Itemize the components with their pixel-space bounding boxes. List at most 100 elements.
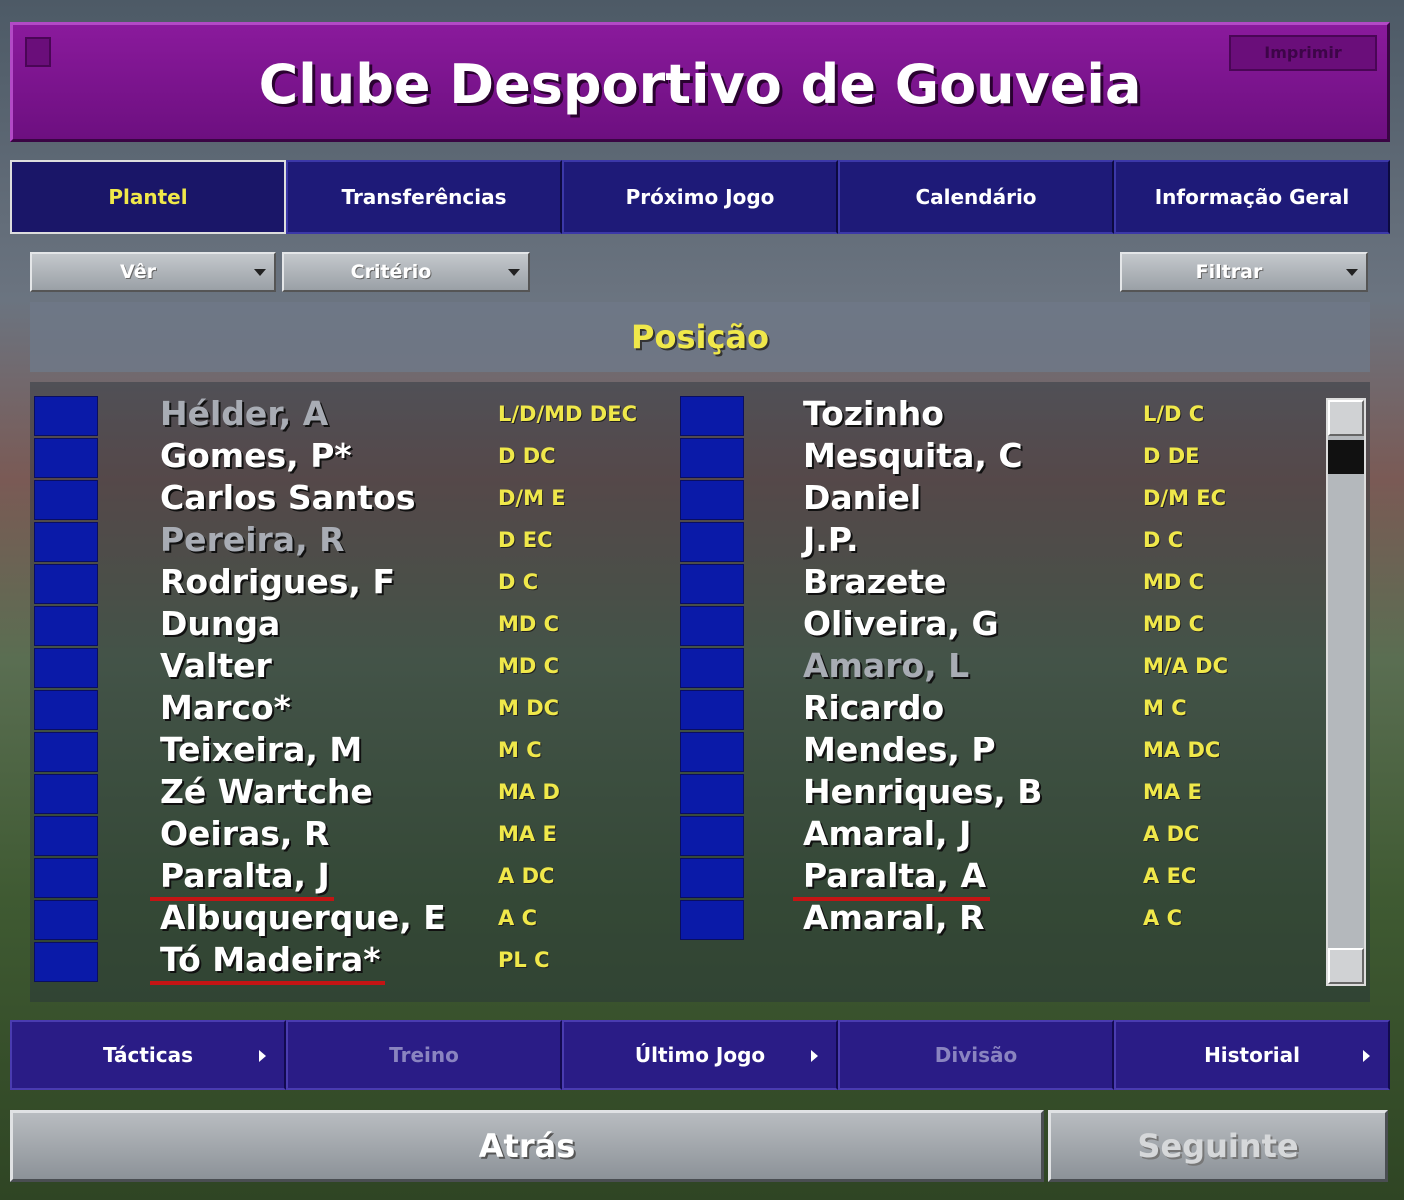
player-icon[interactable] — [680, 480, 744, 520]
player-position: MD C — [498, 612, 560, 636]
tab[interactable]: Transferências — [286, 160, 562, 234]
player-position: M C — [1143, 696, 1187, 720]
player-icon[interactable] — [680, 774, 744, 814]
player-icon[interactable] — [34, 606, 98, 646]
header-bar: Clube Desportivo de Gouveia Imprimir — [10, 22, 1390, 142]
player-name[interactable]: Tozinho — [803, 394, 944, 433]
player-position: D DE — [1143, 444, 1200, 468]
print-button[interactable]: Imprimir — [1229, 35, 1377, 71]
player-name[interactable]: Marco* — [160, 688, 291, 727]
player-position: MA E — [1143, 780, 1202, 804]
player-name[interactable]: Henriques, B — [803, 772, 1043, 811]
player-icon[interactable] — [34, 732, 98, 772]
player-name[interactable]: Pereira, R — [160, 520, 345, 559]
player-position: M DC — [498, 696, 560, 720]
bottom-tab[interactable]: Historial — [1114, 1020, 1390, 1090]
scroll-down[interactable] — [1328, 948, 1364, 984]
tab[interactable]: Calendário — [838, 160, 1114, 234]
player-position: D/M E — [498, 486, 566, 510]
player-position: MD C — [1143, 612, 1205, 636]
view-dropdown[interactable]: Vêr — [30, 252, 276, 292]
filter-dropdown[interactable]: Filtrar — [1120, 252, 1368, 292]
next-button[interactable]: Seguinte — [1048, 1110, 1388, 1182]
player-icon[interactable] — [34, 522, 98, 562]
player-position: A C — [498, 906, 537, 930]
player-position: A DC — [498, 864, 555, 888]
player-icon[interactable] — [34, 816, 98, 856]
bottom-tab[interactable]: Divisão — [838, 1020, 1114, 1090]
player-icon[interactable] — [34, 858, 98, 898]
player-name[interactable]: Oliveira, G — [803, 604, 999, 643]
bottom-tab[interactable]: Treino — [286, 1020, 562, 1090]
player-icon[interactable] — [680, 816, 744, 856]
player-icon[interactable] — [680, 522, 744, 562]
player-icon[interactable] — [680, 564, 744, 604]
player-icon[interactable] — [34, 942, 98, 982]
player-name[interactable]: Rodrigues, F — [160, 562, 395, 601]
player-icon[interactable] — [680, 900, 744, 940]
scrollbar[interactable] — [1326, 398, 1366, 986]
tab[interactable]: Próximo Jogo — [562, 160, 838, 234]
player-name[interactable]: Zé Wartche — [160, 772, 373, 811]
player-icon[interactable] — [680, 858, 744, 898]
player-name[interactable]: Albuquerque, E — [160, 898, 446, 937]
player-name[interactable]: Tó Madeira* — [150, 940, 385, 985]
player-icon[interactable] — [680, 732, 744, 772]
bottom-tab[interactable]: Último Jogo — [562, 1020, 838, 1090]
criteria-dropdown[interactable]: Critério — [282, 252, 530, 292]
player-name[interactable]: Amaral, J — [803, 814, 972, 853]
player-name[interactable]: Teixeira, M — [160, 730, 363, 769]
menu-button[interactable] — [25, 37, 51, 67]
player-icon[interactable] — [34, 774, 98, 814]
player-icon[interactable] — [34, 564, 98, 604]
player-name[interactable]: Dunga — [160, 604, 281, 643]
player-position: L/D C — [1143, 402, 1205, 426]
player-icon[interactable] — [680, 438, 744, 478]
player-icon[interactable] — [34, 648, 98, 688]
player-position: PL C — [498, 948, 550, 972]
player-name[interactable]: Amaral, R — [803, 898, 985, 937]
player-icon[interactable] — [34, 690, 98, 730]
player-name[interactable]: Brazete — [803, 562, 947, 601]
tab[interactable]: Plantel — [10, 160, 286, 234]
player-name[interactable]: Oeiras, R — [160, 814, 330, 853]
player-icon[interactable] — [680, 648, 744, 688]
player-icon[interactable] — [34, 396, 98, 436]
player-position: D DC — [498, 444, 556, 468]
player-position: M C — [498, 738, 542, 762]
player-name[interactable]: Hélder, A — [160, 394, 329, 433]
player-position: MA E — [498, 822, 557, 846]
player-position: MA DC — [1143, 738, 1221, 762]
player-name[interactable]: Mesquita, C — [803, 436, 1023, 475]
scroll-up[interactable] — [1328, 400, 1364, 436]
player-position: M/A DC — [1143, 654, 1228, 678]
player-position: D C — [498, 570, 539, 594]
player-icon[interactable] — [680, 690, 744, 730]
player-position: D/M EC — [1143, 486, 1227, 510]
player-position: A DC — [1143, 822, 1200, 846]
player-icon[interactable] — [34, 900, 98, 940]
player-name[interactable]: Amaro, L — [803, 646, 970, 685]
bottom-tab[interactable]: Tácticas — [10, 1020, 286, 1090]
back-button[interactable]: Atrás — [10, 1110, 1044, 1182]
player-icon[interactable] — [680, 606, 744, 646]
player-icon[interactable] — [680, 396, 744, 436]
player-icon[interactable] — [34, 480, 98, 520]
player-position: D EC — [498, 528, 553, 552]
player-name[interactable]: Paralta, J — [150, 856, 334, 901]
player-position: MA D — [498, 780, 560, 804]
player-name[interactable]: J.P. — [803, 520, 859, 559]
player-name[interactable]: Gomes, P* — [160, 436, 352, 475]
player-list: Hélder, A L/D/MD DEC Gomes, P* D DC Carlos S… — [30, 382, 1370, 1002]
player-icon[interactable] — [34, 438, 98, 478]
player-name[interactable]: Valter — [160, 646, 272, 685]
player-name[interactable]: Ricardo — [803, 688, 945, 727]
scroll-thumb[interactable] — [1328, 440, 1364, 474]
player-name[interactable]: Carlos Santos — [160, 478, 416, 517]
tab[interactable]: Informação Geral — [1114, 160, 1390, 234]
player-name[interactable]: Mendes, P — [803, 730, 996, 769]
arrow — [1363, 1050, 1376, 1062]
player-name[interactable]: Paralta, A — [793, 856, 991, 901]
player-position: MD C — [498, 654, 560, 678]
player-name[interactable]: Daniel — [803, 478, 922, 517]
